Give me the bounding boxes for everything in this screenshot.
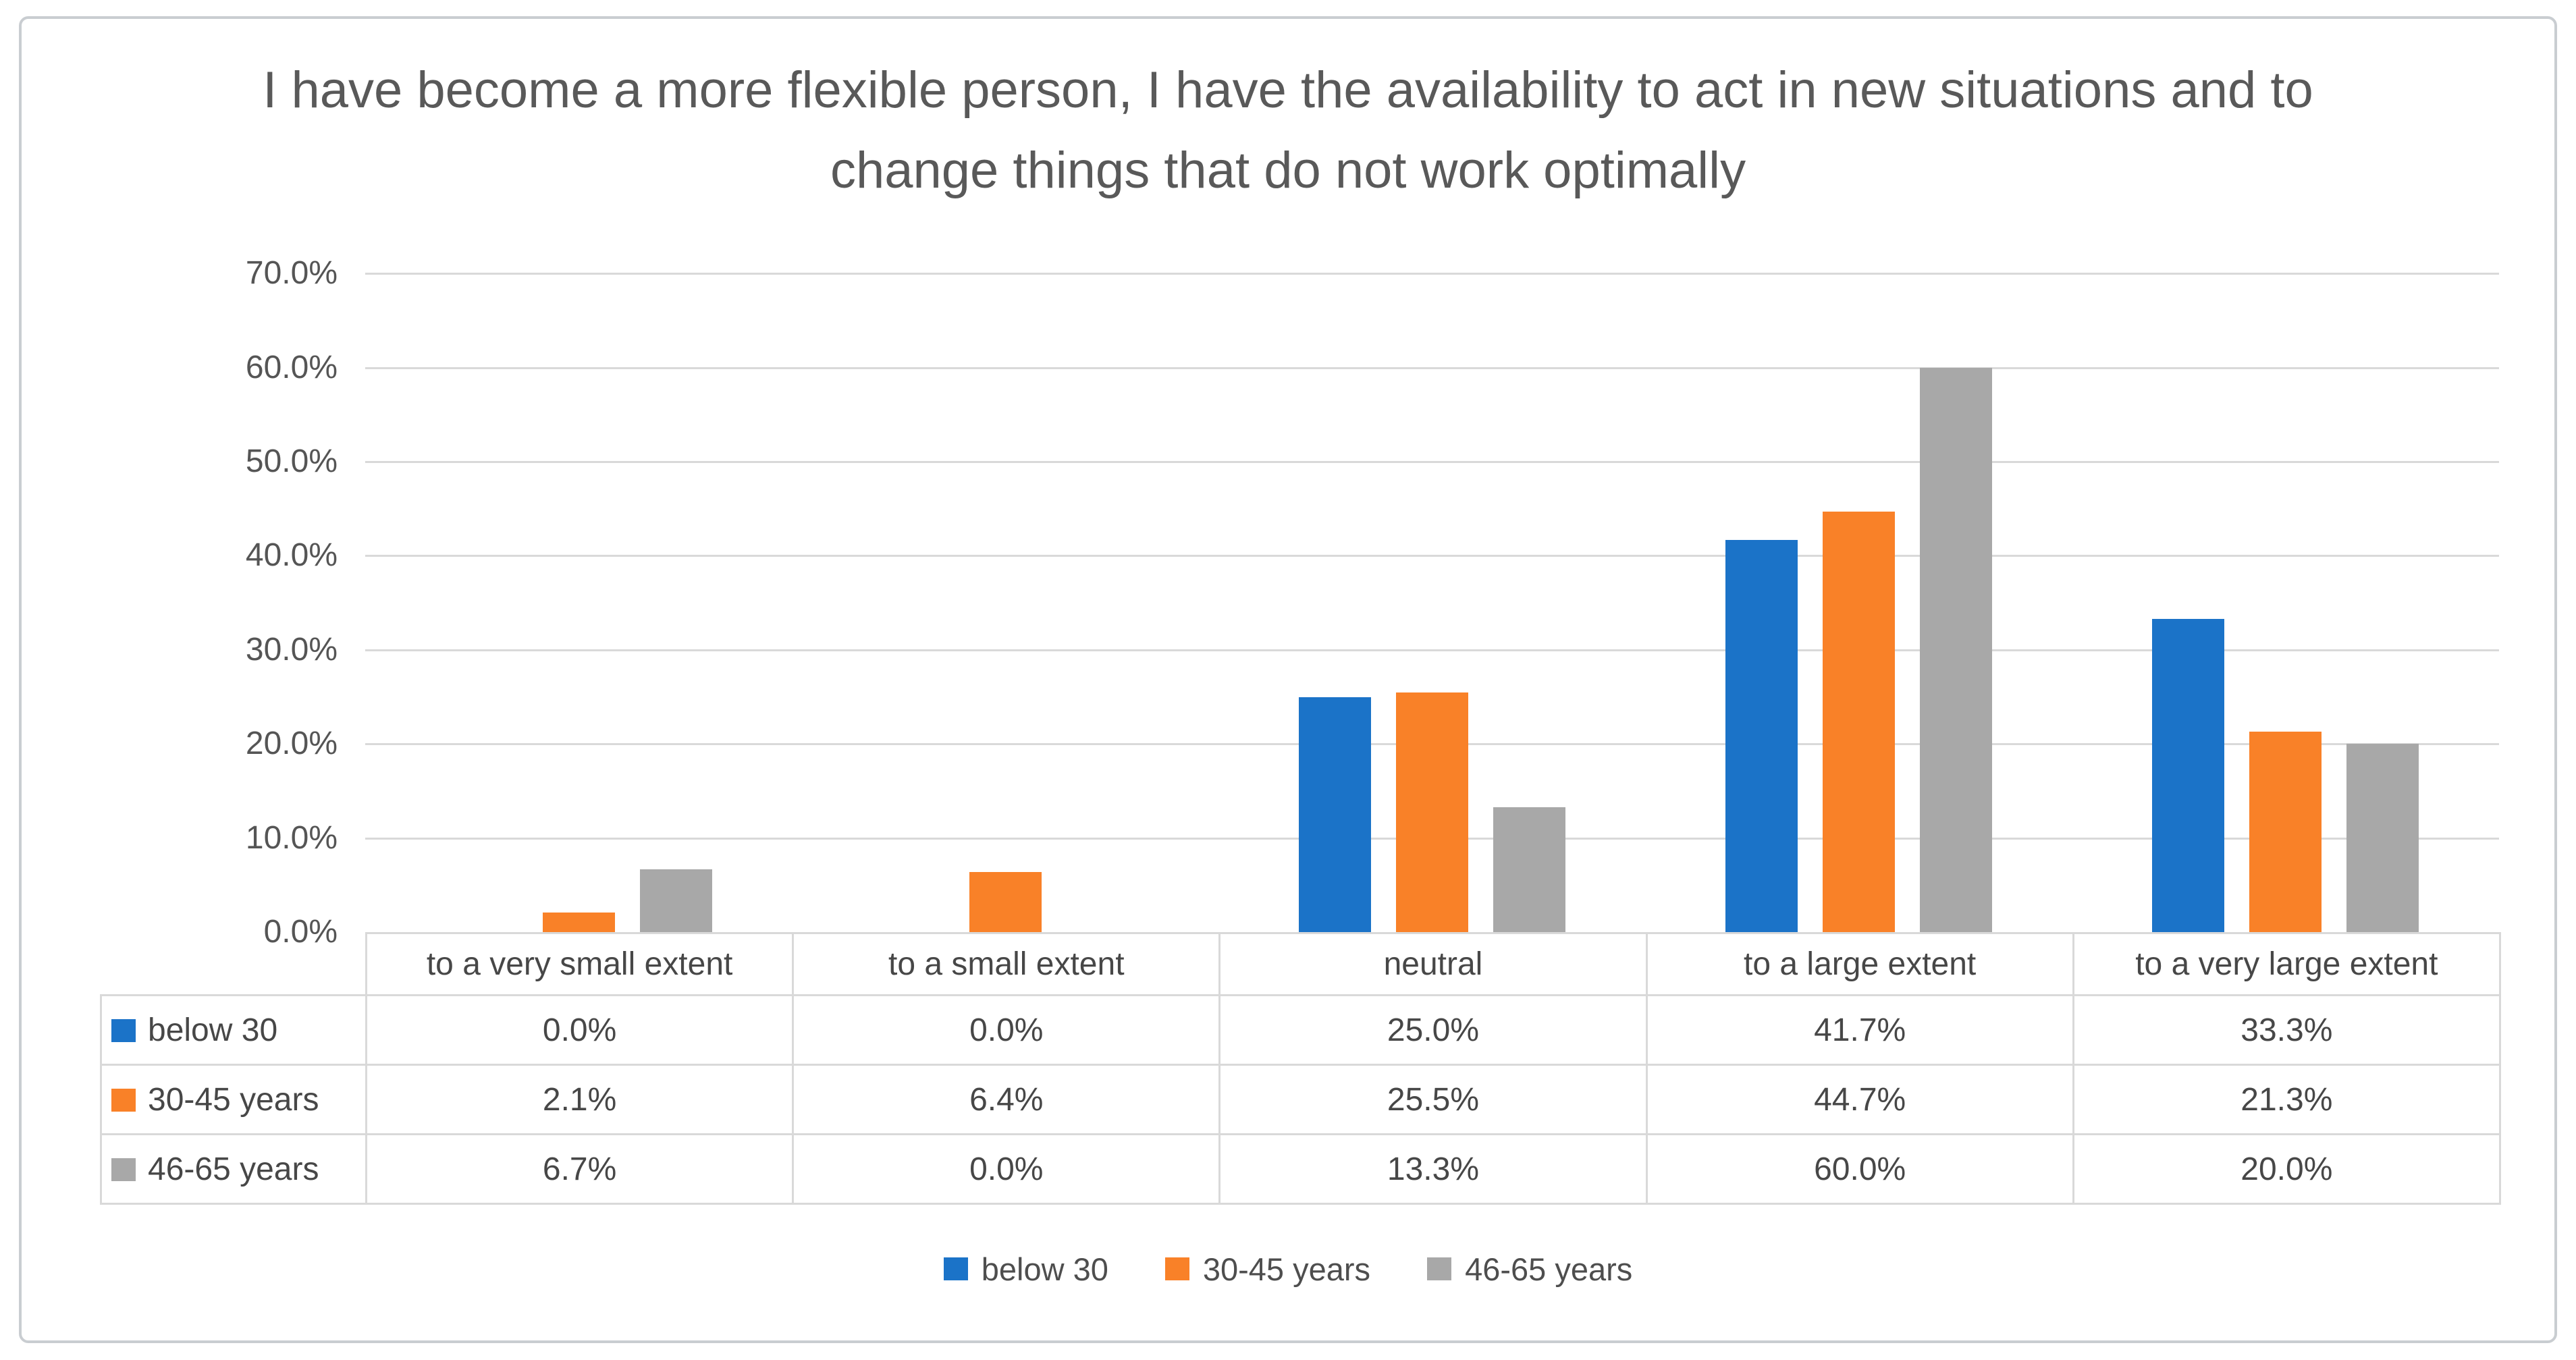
gridline [365,366,2499,369]
legend-item-below-30: below 30 [943,1251,1108,1288]
series-name: 30-45 years [148,1081,319,1118]
category-header-3: to a large extent [1645,932,2074,996]
y-axis-tick-label: 70.0% [245,255,338,292]
legend-item-46-65-years: 46-65 years [1427,1251,1632,1288]
bar-30-45-years-2 [1396,692,1468,932]
value-cell-0: 0.0% [365,994,795,1066]
value-cell-2: 25.0% [1218,994,1648,1066]
value-cell-3: 41.7% [1645,994,2074,1066]
series-swatch-icon [111,1018,136,1042]
value-cell-4: 20.0% [2072,1133,2501,1205]
bar-30-45-years-4 [2249,732,2322,932]
legend-swatch-icon [1427,1257,1452,1280]
row-header-below-30: below 30 [100,994,367,1066]
y-axis-tick-label: 10.0% [245,819,338,856]
chart-title: I have become a more flexible person, I … [263,61,2313,199]
bar-46-65-years-0 [639,869,712,932]
legend-label: 46-65 years [1465,1251,1633,1287]
bar-30-45-years-1 [969,871,1042,932]
bar-46-65-years-2 [1493,807,1565,932]
table-header-row: to a very small extent to a small extent n… [101,932,2501,996]
bar-below-30-3 [1725,539,1798,932]
gridline [365,555,2499,557]
value-cell-4: 21.3% [2072,1064,2501,1135]
bar-below-30-4 [2152,618,2225,932]
bar-30-45-years-3 [1823,511,1896,932]
row-header-46-65-years: 46-65 years [100,1133,367,1205]
y-axis-tick-label: 50.0% [245,443,338,479]
category-header-1: to a small extent [792,932,1221,996]
legend-label: 30-45 years [1202,1251,1371,1287]
data-table: to a very small extent to a small extent n… [100,932,2501,1205]
bar-below-30-2 [1299,697,1371,932]
category-header-2: neutral [1218,932,1648,996]
value-cell-4: 33.3% [2072,994,2501,1066]
value-cell-2: 13.3% [1218,1133,1648,1205]
y-axis-tick-label: 20.0% [245,726,338,762]
value-cell-1: 0.0% [792,1133,1221,1205]
value-cell-0: 2.1% [365,1064,795,1135]
table-row-46-65-years: 46-65 years 6.7% 0.0% 13.3% 60.0% 20.0% [100,1133,2501,1205]
legend: below 30 30-45 years 46-65 years [0,1249,2576,1289]
legend-swatch-icon [943,1257,968,1280]
category-header-4: to a very large extent [2072,932,2501,996]
table-row-30-45-years: 30-45 years 2.1% 6.4% 25.5% 44.7% 21.3% [100,1064,2501,1135]
series-swatch-icon [111,1158,136,1181]
value-cell-1: 6.4% [792,1064,1221,1135]
value-cell-0: 6.7% [365,1133,795,1205]
y-axis-tick-label: 60.0% [245,349,338,385]
bar-46-65-years-4 [2346,744,2419,932]
series-swatch-icon [111,1088,136,1112]
table-row-below-30: below 30 0.0% 0.0% 25.0% 41.7% 33.3% [100,994,2501,1066]
bar-46-65-years-3 [1920,367,1993,932]
legend-swatch-icon [1164,1257,1189,1280]
legend-label: below 30 [981,1251,1108,1287]
value-cell-3: 60.0% [1645,1133,2074,1205]
y-axis-tick-label: 30.0% [245,631,338,668]
value-cell-2: 25.5% [1218,1064,1648,1135]
row-header-30-45-years: 30-45 years [100,1064,367,1135]
series-name: 46-65 years [148,1151,319,1187]
series-name: below 30 [148,1012,278,1048]
gridline [365,461,2499,463]
table-corner-cell [101,933,367,996]
value-cell-1: 0.0% [792,994,1221,1066]
legend-item-30-45-years: 30-45 years [1164,1251,1371,1288]
gridline [365,649,2499,651]
value-cell-3: 44.7% [1645,1064,2074,1135]
y-axis-tick-label: 40.0% [245,537,338,574]
gridline [365,273,2499,275]
category-header-0: to a very small extent [365,932,795,996]
bar-30-45-years-0 [542,912,615,932]
